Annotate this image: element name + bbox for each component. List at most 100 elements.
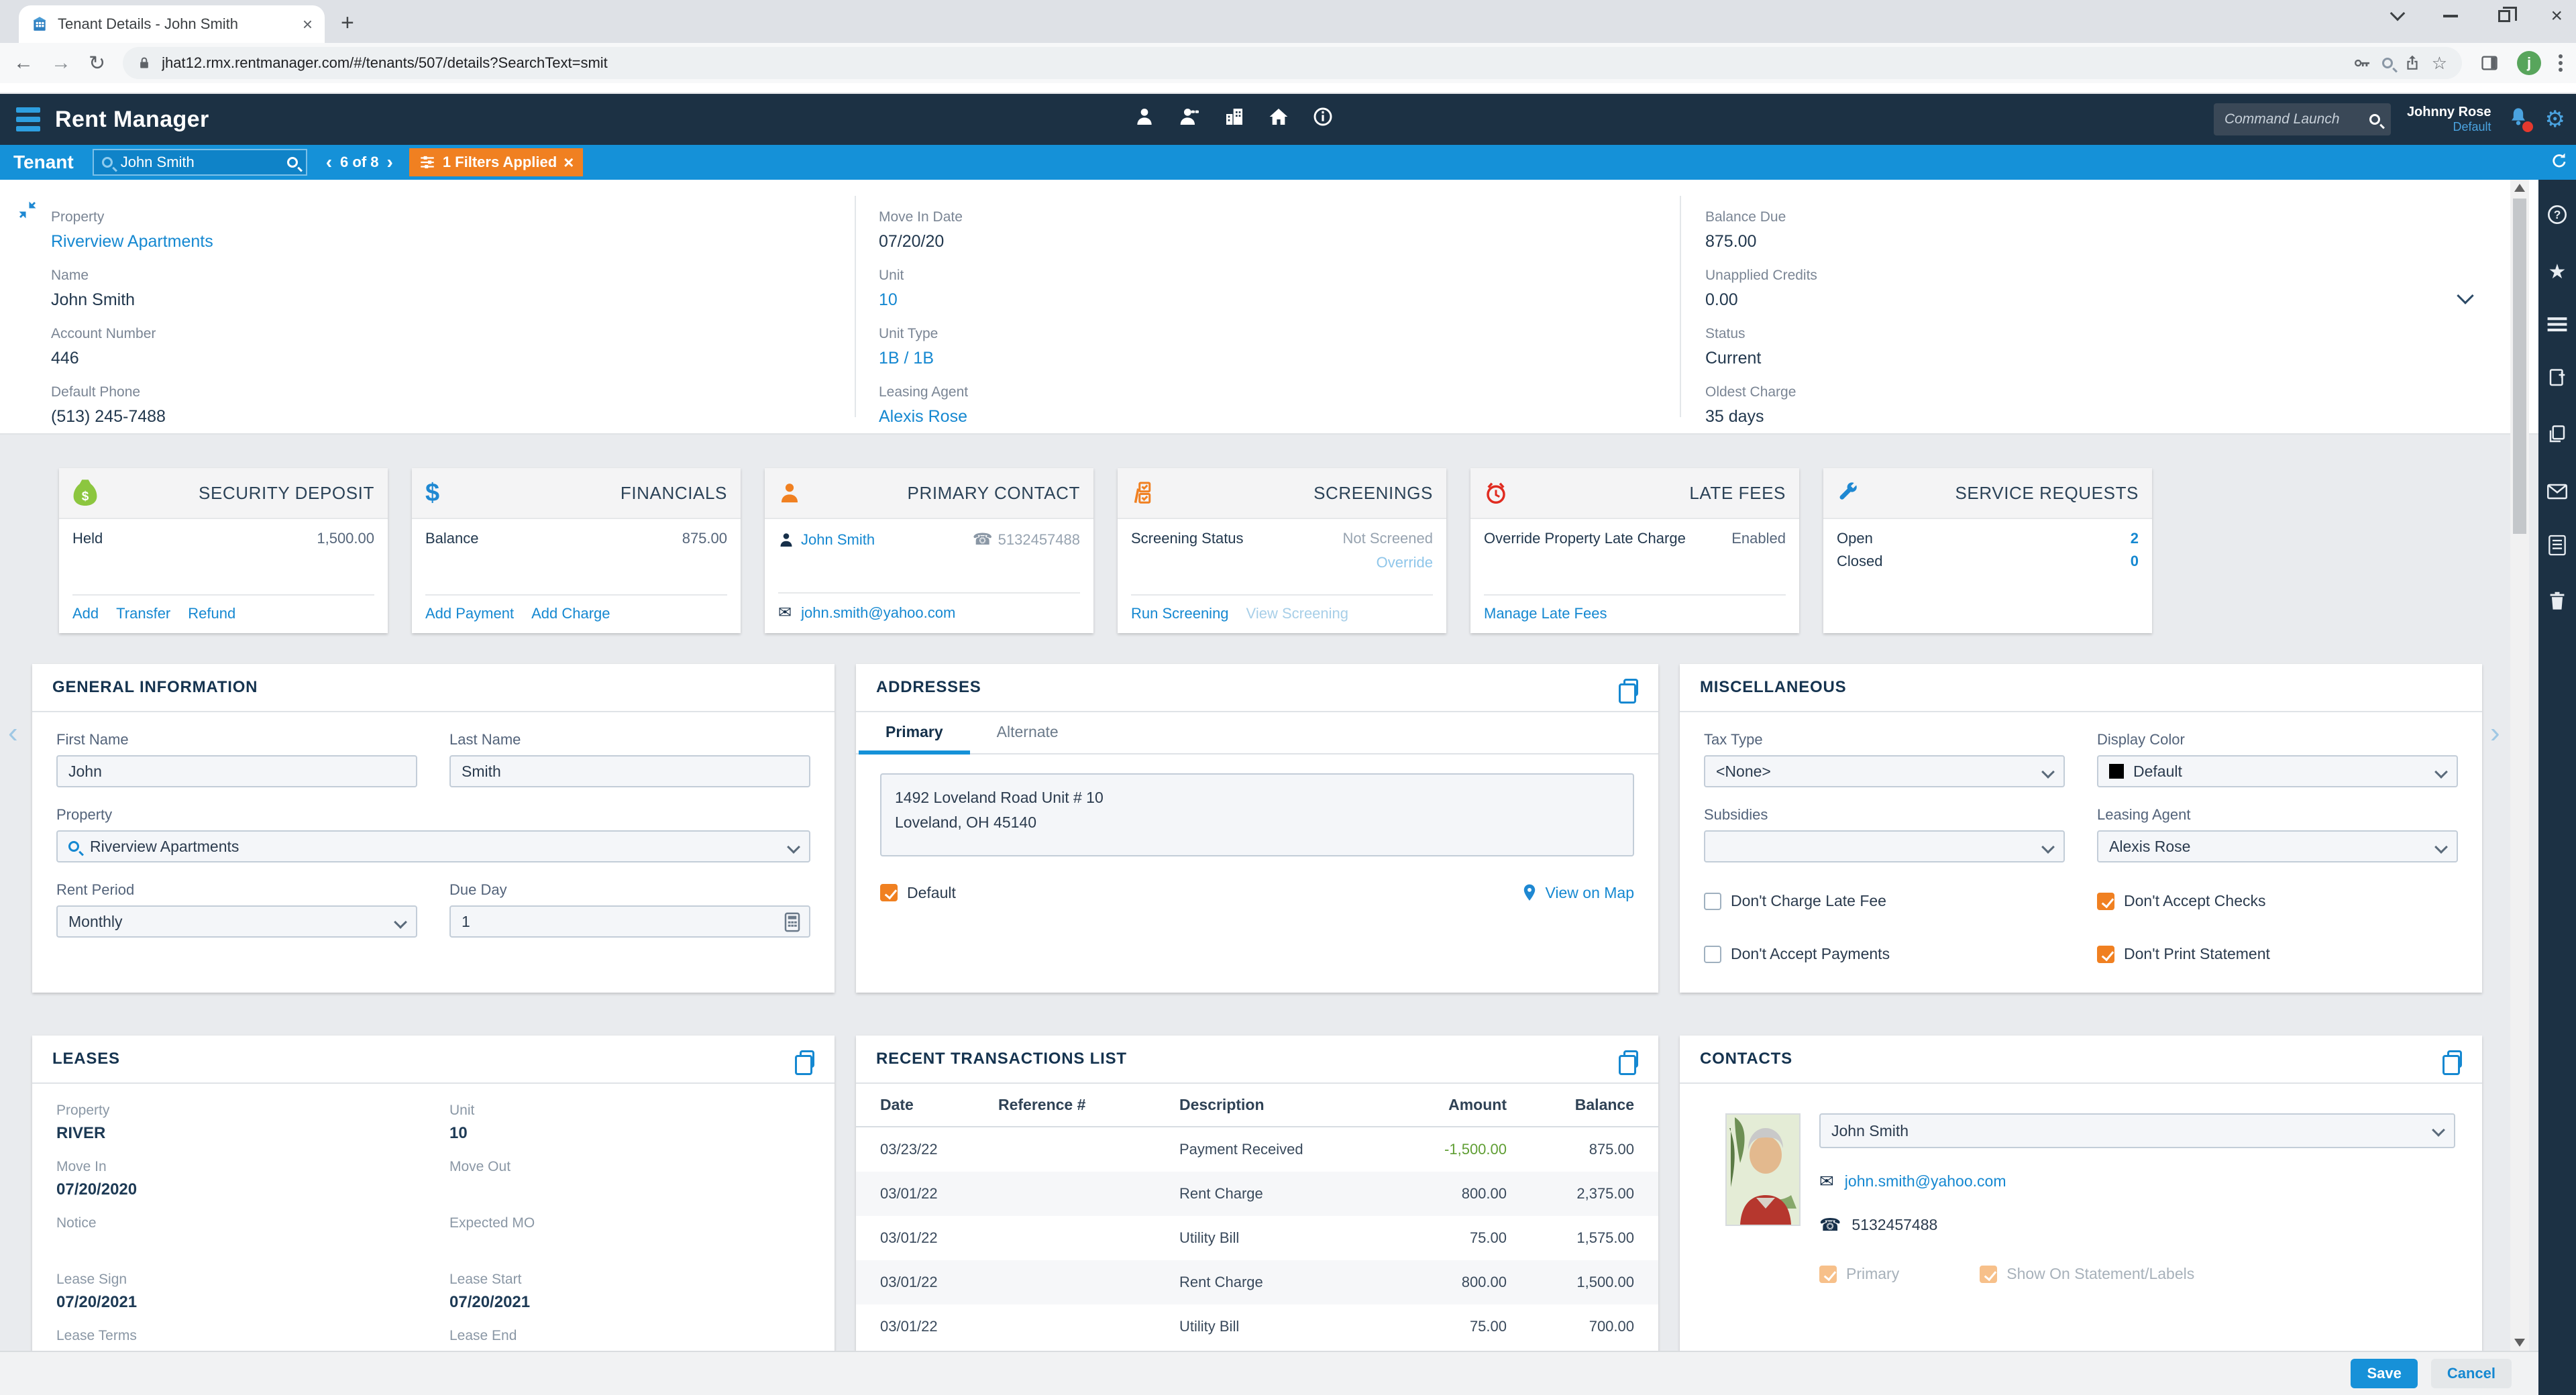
contact-select[interactable]: John Smith — [1819, 1113, 2455, 1148]
window-minimize-button[interactable] — [2443, 15, 2459, 17]
save-button[interactable]: Save — [2351, 1359, 2418, 1388]
dont-accept-checks-checkbox[interactable] — [2097, 892, 2114, 910]
add-document-icon[interactable] — [2547, 368, 2567, 394]
col-balance[interactable]: Balance — [1574, 1096, 1634, 1113]
notifications-bell-icon[interactable] — [2508, 105, 2533, 133]
address-textarea[interactable]: 1492 Loveland Road Unit # 10 Loveland, O… — [880, 773, 1634, 856]
cancel-button[interactable]: Cancel — [2430, 1359, 2512, 1388]
scrollbar-thumb[interactable] — [2513, 199, 2526, 534]
list-menu-icon[interactable] — [2547, 313, 2567, 338]
leasing-agent-select[interactable]: Alexis Rose — [2097, 830, 2458, 862]
command-launch-search-icon[interactable] — [2369, 114, 2380, 125]
forward-button[interactable]: → — [51, 52, 71, 74]
deposit-add-link[interactable]: Add — [72, 605, 99, 622]
user-menu[interactable]: Johnny Rose Default — [2407, 105, 2491, 134]
closed-requests-count[interactable]: 0 — [2130, 553, 2139, 569]
window-restore-button[interactable] — [2498, 7, 2518, 22]
side-panel-icon[interactable] — [2479, 54, 2500, 72]
property-select[interactable]: Riverview Apartments — [56, 830, 810, 862]
trash-icon[interactable] — [2548, 591, 2567, 616]
copy-icon[interactable] — [795, 1050, 814, 1075]
scroll-down-arrow[interactable] — [2514, 1339, 2525, 1347]
tab-close-icon[interactable]: × — [302, 13, 313, 34]
tenant-search-input[interactable]: John Smith — [92, 149, 307, 176]
show-on-statement-checkbox[interactable] — [1980, 1265, 1998, 1283]
primary-checkbox[interactable] — [1819, 1265, 1837, 1283]
col-date[interactable]: Date — [880, 1096, 914, 1113]
dont-accept-checks-row[interactable]: Don't Accept Checks — [2097, 892, 2458, 910]
scroll-up-arrow[interactable] — [2514, 184, 2525, 192]
dont-print-statement-checkbox[interactable] — [2097, 945, 2114, 963]
deposit-refund-link[interactable]: Refund — [188, 605, 236, 622]
zoom-icon[interactable] — [2381, 58, 2393, 68]
password-key-icon[interactable] — [2353, 54, 2371, 72]
default-address-checkbox-row[interactable]: Default — [880, 884, 956, 902]
default-address-checkbox[interactable] — [880, 884, 898, 901]
search-submit-icon[interactable] — [286, 157, 298, 168]
unit-type-link[interactable]: 1B / 1B — [879, 349, 934, 368]
expand-icon[interactable] — [17, 200, 38, 225]
browser-tab[interactable]: Tenant Details - John Smith × — [19, 5, 325, 43]
settings-gear-icon[interactable]: ⚙ — [2544, 107, 2565, 132]
tab-alternate-address[interactable]: Alternate — [996, 723, 1059, 740]
help-icon[interactable]: ? — [2546, 204, 2568, 231]
open-requests-count[interactable]: 2 — [2130, 530, 2139, 547]
view-screening-link[interactable]: View Screening — [1246, 605, 1349, 622]
unit-link[interactable]: 10 — [879, 290, 898, 309]
run-screening-link[interactable]: Run Screening — [1131, 605, 1229, 622]
cards-scroll-right-icon[interactable]: › — [2490, 716, 2500, 749]
cards-scroll-left-icon[interactable]: ‹ — [8, 716, 18, 749]
clear-filters-icon[interactable]: × — [564, 152, 574, 172]
refresh-icon[interactable] — [2549, 150, 2569, 177]
transaction-row[interactable]: 03/01/22 Rent Charge 800.00 1,500.00 — [856, 1260, 1658, 1304]
main-menu-icon[interactable] — [16, 107, 40, 131]
col-description[interactable]: Description — [1179, 1096, 1265, 1113]
display-color-select[interactable]: Default — [2097, 755, 2458, 787]
calculator-icon[interactable] — [784, 912, 801, 936]
bookmark-star-icon[interactable]: ☆ — [2431, 52, 2447, 73]
command-launch-input[interactable]: Command Launch — [2213, 103, 2391, 135]
transaction-row[interactable]: 03/01/22 Rent Charge 800.00 2,375.00 — [856, 1172, 1658, 1216]
add-charge-link[interactable]: Add Charge — [531, 605, 610, 622]
collapse-summary-chevron-icon[interactable] — [2457, 287, 2474, 304]
view-on-map-link[interactable]: View on Map — [1522, 883, 1634, 902]
dont-accept-payments-checkbox[interactable] — [1704, 945, 1721, 963]
primary-contact-email-link[interactable]: john.smith@yahoo.com — [801, 604, 956, 621]
copy-pages-icon[interactable] — [2547, 424, 2567, 451]
address-bar[interactable]: jhat12.rmx.rentmanager.com/#/tenants/507… — [123, 47, 2462, 79]
browser-profile-avatar[interactable]: j — [2517, 51, 2541, 75]
col-amount[interactable]: Amount — [1448, 1096, 1507, 1113]
info-nav-icon[interactable] — [1312, 106, 1334, 133]
copy-icon[interactable] — [1619, 1050, 1638, 1075]
dont-charge-late-fee-checkbox[interactable] — [1704, 892, 1721, 910]
copy-icon[interactable] — [1619, 679, 1638, 704]
dont-print-statement-row[interactable]: Don't Print Statement — [2097, 945, 2458, 963]
col-reference[interactable]: Reference # — [998, 1096, 1086, 1113]
show-on-statement-checkbox-row[interactable]: Show On Statement/Labels — [1980, 1265, 2194, 1283]
filters-applied-badge[interactable]: 1 Filters Applied × — [409, 148, 584, 176]
mail-icon[interactable] — [2547, 480, 2567, 505]
manage-late-fees-link[interactable]: Manage Late Fees — [1484, 605, 1607, 622]
home-nav-icon[interactable] — [1268, 106, 1289, 133]
share-icon[interactable] — [2404, 54, 2421, 72]
reload-button[interactable]: ↻ — [89, 52, 106, 74]
last-name-input[interactable] — [449, 755, 810, 787]
next-record-button[interactable]: › — [386, 152, 393, 172]
new-tab-button[interactable]: + — [341, 10, 354, 36]
primary-contact-name-link[interactable]: John Smith — [801, 531, 875, 548]
tax-type-select[interactable]: <None> — [1704, 755, 2065, 787]
dont-charge-late-fee-row[interactable]: Don't Charge Late Fee — [1704, 892, 2065, 910]
rent-period-select[interactable]: Monthly — [56, 905, 417, 938]
copy-icon[interactable] — [2443, 1050, 2462, 1075]
prev-record-button[interactable]: ‹ — [325, 152, 333, 172]
content-scrollbar[interactable] — [2510, 180, 2529, 1351]
transaction-row[interactable]: 03/23/22 Payment Received -1,500.00 875.00 — [880, 1141, 1634, 1158]
browser-menu-icon[interactable] — [2559, 54, 2563, 72]
tab-search-chevron-icon[interactable] — [2390, 5, 2406, 21]
due-day-input[interactable]: 1 — [449, 905, 810, 938]
contact-email-link[interactable]: john.smith@yahoo.com — [1844, 1172, 2006, 1190]
window-close-button[interactable]: × — [2551, 5, 2563, 27]
prospects-nav-icon[interactable] — [1178, 106, 1201, 133]
transaction-row[interactable]: 03/01/22 Utility Bill 75.00 700.00 — [880, 1318, 1634, 1335]
property-link[interactable]: Riverview Apartments — [51, 232, 213, 251]
